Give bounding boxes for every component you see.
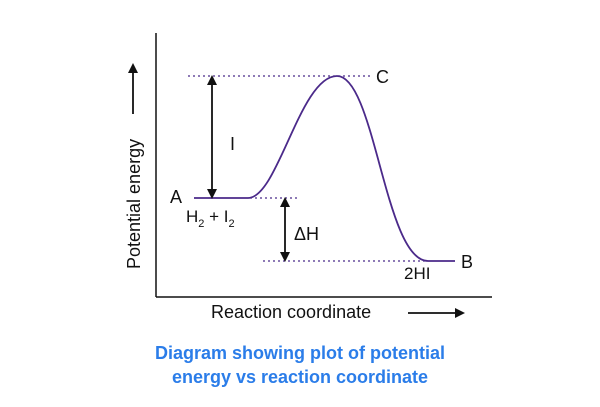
product-formula: 2HI bbox=[404, 264, 430, 283]
y-axis-label: Potential energy bbox=[124, 139, 144, 269]
caption-line-1: Diagram showing plot of potential bbox=[155, 343, 445, 363]
energy-curve bbox=[194, 75, 455, 262]
reactant-formula-mid: + I bbox=[204, 207, 228, 226]
reactant-formula-h: H bbox=[186, 207, 198, 226]
reactant-formula-sub2: 2 bbox=[229, 218, 235, 230]
reactant-formula-sub1: 2 bbox=[198, 218, 204, 230]
caption-line-2: energy vs reaction coordinate bbox=[171, 367, 429, 387]
point-c-label: C bbox=[376, 67, 389, 87]
activation-energy-label: I bbox=[230, 134, 235, 154]
x-axis-label: Reaction coordinate bbox=[211, 302, 371, 322]
point-a-label: A bbox=[170, 187, 182, 207]
enthalpy-label: ΔH bbox=[294, 224, 319, 244]
reactant-formula: H2 + I2 bbox=[186, 207, 235, 230]
point-b-label: B bbox=[461, 252, 473, 272]
